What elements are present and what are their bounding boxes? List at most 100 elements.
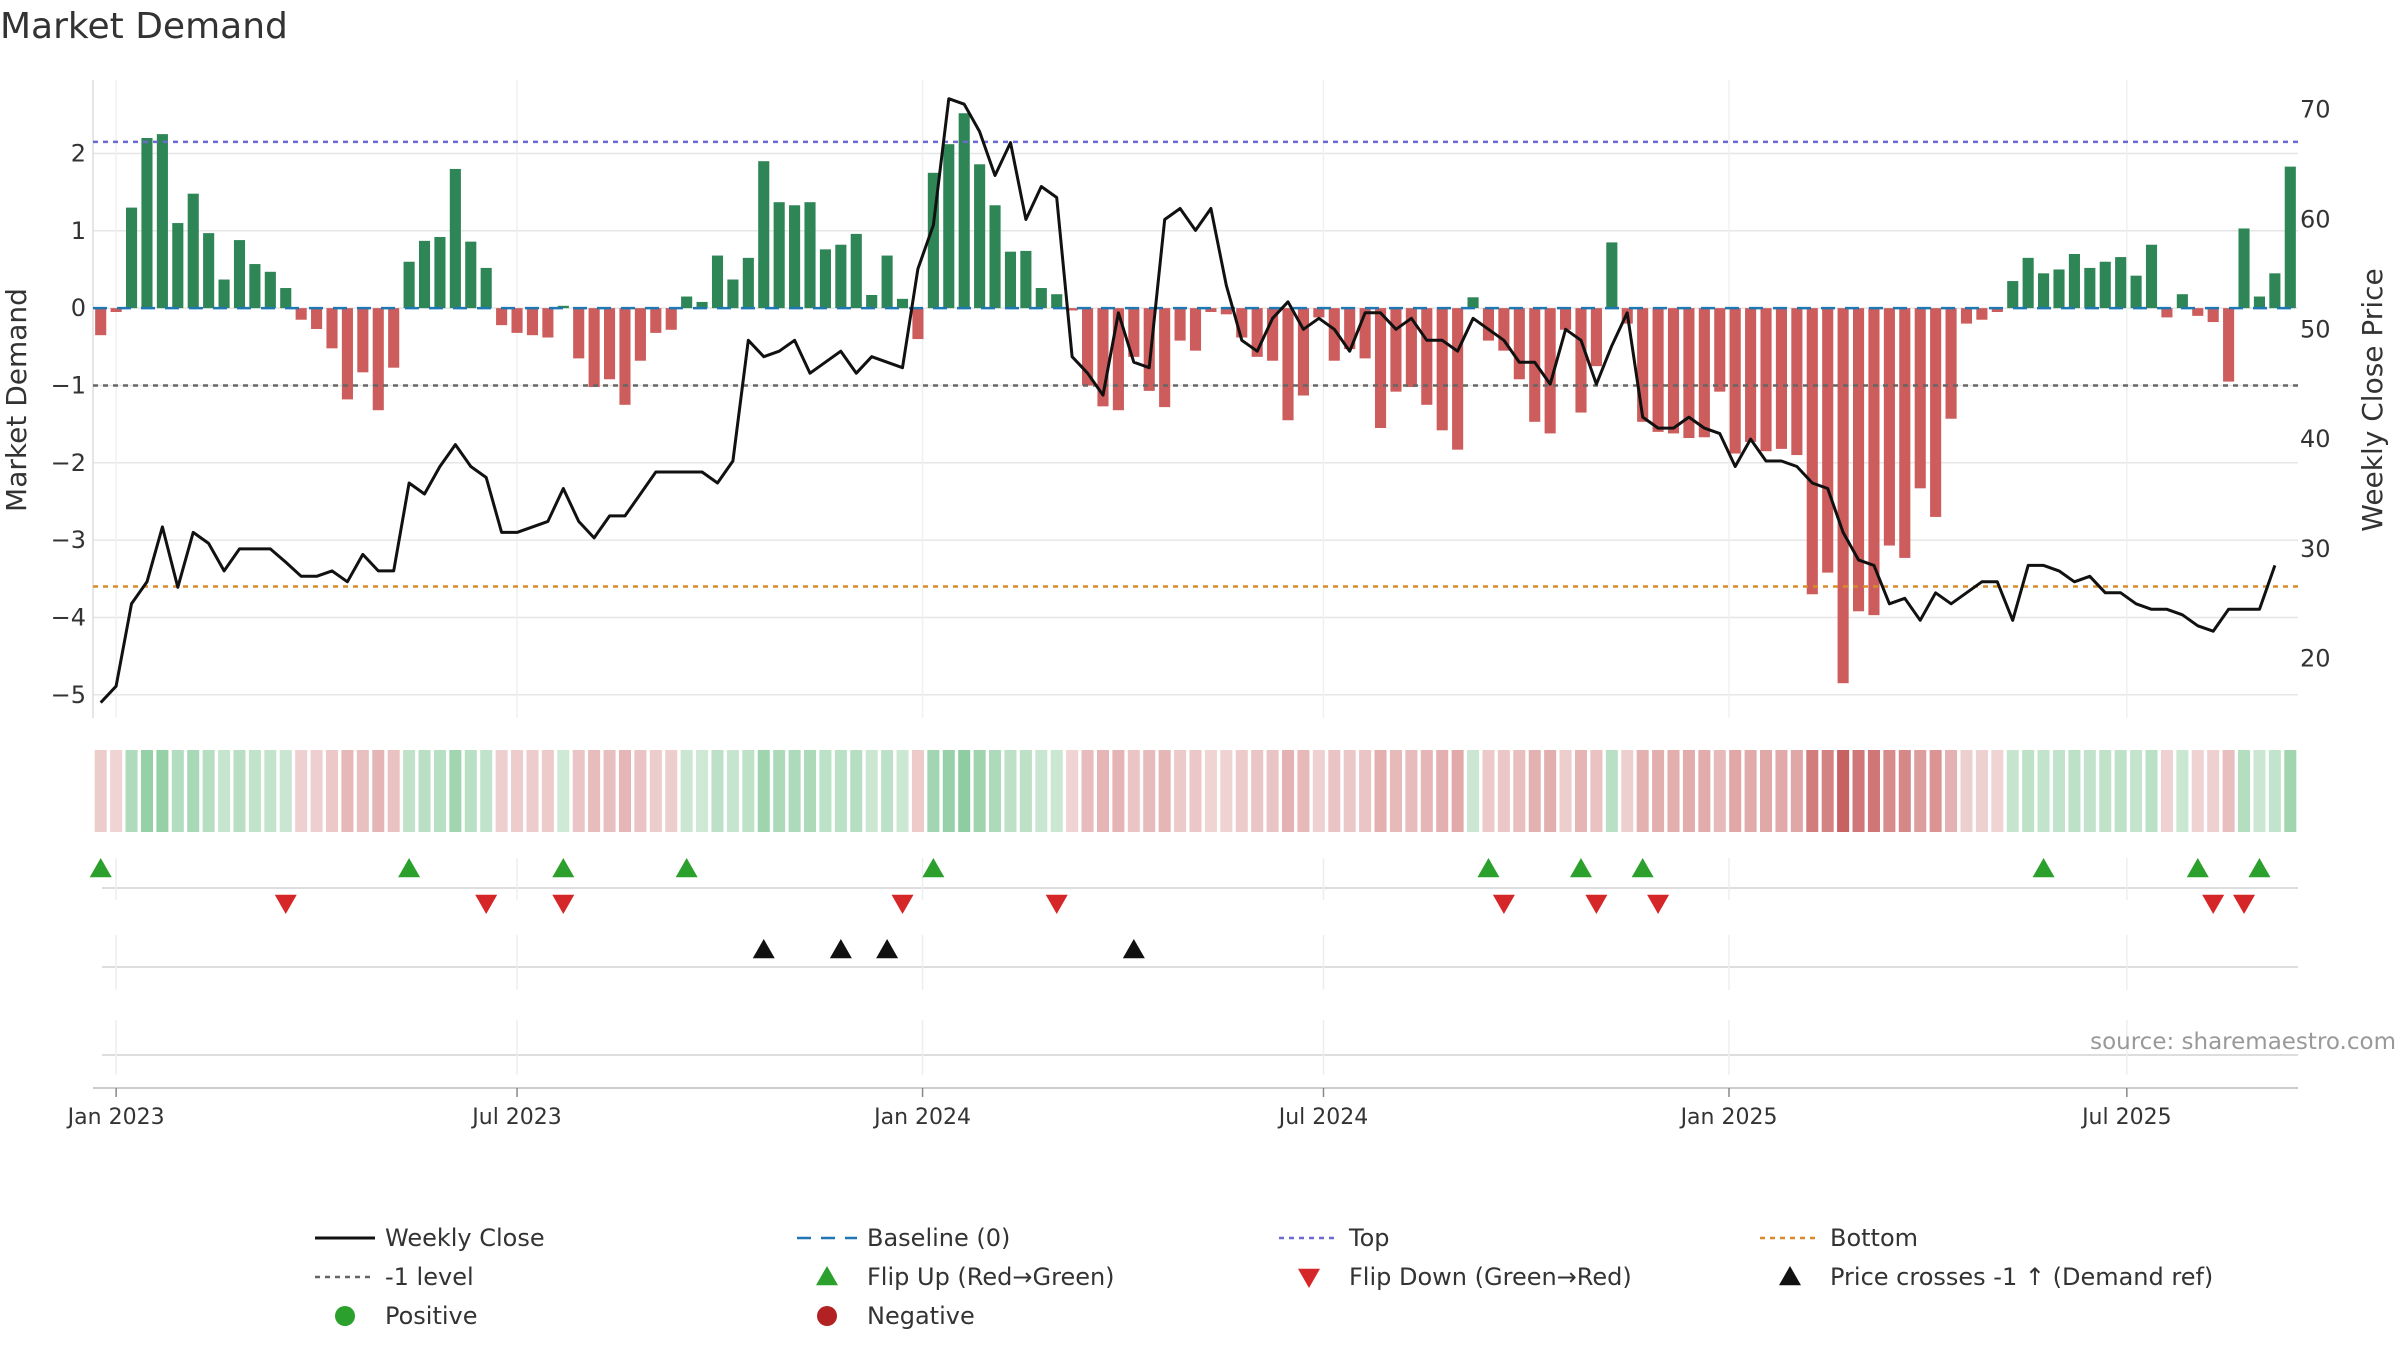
heat-cell-negative [1960,750,1973,832]
legend-item: Top [1279,1224,1390,1252]
legend-item: Baseline (0) [797,1224,1010,1252]
heat-cell-negative [1806,750,1819,832]
bar-positive [218,279,230,309]
y2-axis-label: Weekly Close Price [2356,268,2389,531]
flip-up-marker [552,858,575,878]
heat-cell-negative [387,750,400,832]
bar-negative [1128,308,1140,357]
heat-cell-negative [1574,750,1588,832]
demand-bars [95,113,2296,684]
price-cross-marker [829,939,852,959]
bar-negative [1760,308,1772,452]
bar-positive [2068,254,2080,309]
heat-cell-negative [325,750,339,832]
heat-cell-positive [2022,750,2035,832]
flip-down-marker [2202,894,2225,914]
flip-up-marker [2248,858,2271,878]
bar-negative [1066,308,1078,311]
bar-negative [1390,308,1402,392]
bar-positive [2176,294,2188,309]
bar-positive [742,257,754,309]
bar-negative [1683,308,1695,439]
bar-positive [727,279,739,309]
bar-positive [172,223,184,309]
legend-item: Weekly Close [315,1224,545,1252]
price-cross-marker [1122,939,1145,959]
event-markers [89,858,2298,1075]
legend-swatch-triangle [816,1266,838,1286]
bar-positive [187,193,199,309]
x-tick-label: Jul 2024 [1277,1105,1369,1130]
flip-up-marker [922,858,945,878]
bar-positive [2284,166,2296,309]
flip-up-marker [398,858,421,878]
heat-cell-negative [1975,750,1988,832]
bar-positive [2130,275,2142,309]
legend-label: Bottom [1830,1224,1918,1252]
heat-cell-positive [2268,750,2281,832]
legend-item: Negative [817,1302,975,1330]
y-tick-label: −2 [51,449,86,477]
heat-cell-negative [310,750,323,832]
price-cross-marker [752,939,775,959]
heat-cell-negative [1559,750,1572,832]
bar-positive [696,301,708,309]
bar-negative [912,308,924,340]
bar-negative [1313,308,1325,318]
bar-negative [1945,308,1957,419]
heat-cell-positive [2006,750,2019,832]
bar-positive [819,249,831,309]
bar-negative [1822,308,1834,573]
y-tick-label: −4 [51,603,86,631]
bar-positive [789,205,801,309]
flip-down-marker [475,894,498,914]
heat-cell-positive [279,750,292,832]
y-tick-label: 2 [71,139,86,167]
x-tick-label: Jul 2023 [470,1105,562,1130]
bar-negative [542,308,554,338]
heat-cell-positive [2145,750,2158,832]
bar-negative [1174,308,1186,341]
heat-cell-positive [773,750,786,832]
bar-positive [480,267,492,309]
x-tick-label: Jan 2023 [66,1105,165,1130]
heat-cell-negative [618,750,631,832]
bar-positive [2084,267,2096,309]
bar-positive [2053,269,2065,309]
bar-positive [1051,294,1063,309]
bar-positive [418,240,431,309]
heat-cell-positive [788,750,801,832]
bar-negative [1698,308,1710,438]
bar-positive [2145,244,2158,309]
bar-positive [2007,281,2019,309]
bar-negative [1960,308,1973,324]
heat-cell-negative [603,750,616,832]
flip-down-marker [1045,894,1068,914]
heat-cell-positive [803,750,817,832]
bar-negative [1914,308,1926,489]
bar-negative [1806,308,1818,595]
heat-cell-positive [819,750,832,832]
bar-positive [850,233,862,309]
bar-negative [1205,308,1217,312]
bar-negative [604,308,616,380]
bar-positive [233,240,246,309]
heat-cell-positive [2099,750,2112,832]
heat-cell-positive [2068,750,2081,832]
bar-positive [280,288,292,309]
legend-swatch-triangle [1779,1266,1801,1286]
y2-tick-label: 20 [2300,645,2331,673]
heat-cell-positive [711,750,724,832]
heat-cell-positive [156,750,169,832]
bar-positive [2253,296,2266,309]
legend-label: Top [1348,1224,1390,1252]
heat-cell-negative [1513,750,1526,832]
flip-up-marker [1569,858,1592,878]
bar-negative [1236,308,1248,338]
legend-label: Flip Up (Red→Green) [867,1263,1115,1291]
bar-negative [1344,308,1356,350]
bar-negative [496,308,508,326]
bar-positive [203,233,215,309]
bar-positive [835,244,847,309]
